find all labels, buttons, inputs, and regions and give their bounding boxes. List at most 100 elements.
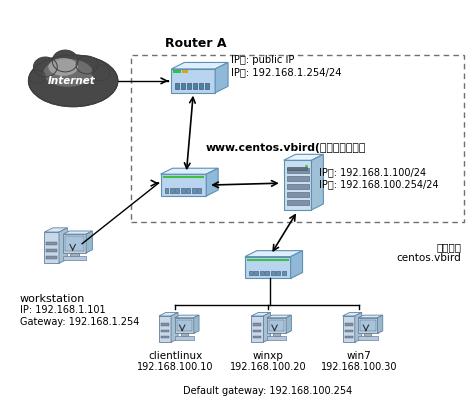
Polygon shape bbox=[159, 316, 171, 342]
Text: 192.168.100.10: 192.168.100.10 bbox=[137, 362, 214, 372]
Bar bbox=[273, 334, 280, 336]
Polygon shape bbox=[342, 312, 362, 316]
Text: IP外: public IP
IP内: 192.168.1.254/24: IP外: public IP IP内: 192.168.1.254/24 bbox=[231, 55, 342, 77]
Bar bbox=[65, 236, 84, 251]
Bar bbox=[282, 271, 285, 275]
Bar bbox=[286, 167, 306, 170]
Bar bbox=[197, 188, 201, 193]
Bar bbox=[161, 330, 169, 332]
Bar bbox=[187, 83, 191, 89]
Polygon shape bbox=[171, 63, 228, 69]
Ellipse shape bbox=[92, 65, 110, 81]
Bar bbox=[170, 188, 174, 193]
Polygon shape bbox=[159, 312, 178, 316]
Polygon shape bbox=[245, 251, 303, 257]
Bar bbox=[186, 188, 190, 193]
Bar bbox=[182, 70, 189, 73]
Bar bbox=[192, 188, 196, 193]
Ellipse shape bbox=[76, 56, 98, 74]
Bar bbox=[286, 176, 308, 181]
Text: win7: win7 bbox=[347, 351, 371, 361]
Ellipse shape bbox=[305, 165, 308, 168]
Bar bbox=[253, 323, 261, 326]
Bar bbox=[164, 188, 169, 193]
Ellipse shape bbox=[52, 50, 78, 72]
Bar bbox=[286, 168, 308, 173]
Bar bbox=[205, 83, 209, 89]
Bar bbox=[47, 242, 57, 245]
Bar bbox=[271, 271, 275, 275]
Polygon shape bbox=[358, 315, 383, 318]
Polygon shape bbox=[251, 316, 264, 342]
Bar bbox=[344, 336, 353, 338]
Bar bbox=[253, 336, 261, 338]
Polygon shape bbox=[161, 174, 206, 196]
Bar bbox=[255, 271, 258, 275]
Bar bbox=[344, 330, 353, 332]
Text: 独立区域
centos.vbird: 独立区域 centos.vbird bbox=[397, 242, 461, 263]
Bar bbox=[175, 83, 180, 89]
Ellipse shape bbox=[28, 55, 118, 107]
Text: Default gateway: 192.168.100.254: Default gateway: 192.168.100.254 bbox=[183, 386, 352, 396]
Text: winxp: winxp bbox=[252, 351, 283, 361]
Polygon shape bbox=[174, 318, 194, 334]
Ellipse shape bbox=[29, 70, 45, 84]
Bar bbox=[177, 320, 192, 332]
Bar bbox=[63, 256, 86, 260]
Polygon shape bbox=[194, 315, 199, 334]
Text: Router A: Router A bbox=[164, 36, 226, 50]
Bar bbox=[260, 271, 264, 275]
Polygon shape bbox=[355, 312, 362, 342]
Text: workstation: workstation bbox=[19, 294, 85, 304]
Polygon shape bbox=[342, 316, 355, 342]
Polygon shape bbox=[59, 228, 67, 263]
Bar bbox=[249, 271, 253, 275]
Polygon shape bbox=[291, 251, 303, 278]
Text: IP外: 192.168.1.100/24
IP内: 192.168.100.254/24: IP外: 192.168.1.100/24 IP内: 192.168.100.2… bbox=[319, 167, 439, 189]
Polygon shape bbox=[264, 312, 270, 342]
Polygon shape bbox=[171, 312, 178, 342]
Polygon shape bbox=[161, 168, 218, 174]
Polygon shape bbox=[86, 231, 92, 253]
Bar bbox=[47, 249, 57, 252]
Bar bbox=[360, 320, 376, 332]
Bar bbox=[161, 323, 169, 326]
Text: Internet: Internet bbox=[48, 76, 95, 86]
Bar bbox=[286, 184, 308, 189]
Polygon shape bbox=[171, 69, 215, 93]
Bar bbox=[181, 83, 185, 89]
Bar bbox=[200, 83, 203, 89]
Ellipse shape bbox=[48, 58, 78, 76]
Bar bbox=[180, 334, 188, 336]
Bar bbox=[276, 271, 280, 275]
Text: www.centos.vbird(本书讲的主机）: www.centos.vbird(本书讲的主机） bbox=[205, 144, 366, 153]
Bar bbox=[286, 200, 308, 205]
Bar bbox=[286, 192, 308, 197]
Polygon shape bbox=[215, 63, 228, 93]
Ellipse shape bbox=[43, 59, 93, 87]
Polygon shape bbox=[312, 154, 323, 210]
Polygon shape bbox=[245, 257, 291, 278]
Text: IP: 192.168.1.101
Gateway: 192.168.1.254: IP: 192.168.1.101 Gateway: 192.168.1.254 bbox=[19, 306, 139, 327]
Bar bbox=[175, 188, 180, 193]
Bar bbox=[253, 330, 261, 332]
Bar bbox=[266, 271, 269, 275]
Polygon shape bbox=[44, 228, 67, 232]
Bar bbox=[364, 334, 371, 336]
Polygon shape bbox=[284, 154, 323, 160]
Bar bbox=[269, 320, 284, 332]
Polygon shape bbox=[63, 231, 92, 234]
Bar bbox=[174, 336, 194, 340]
Bar bbox=[267, 336, 286, 340]
Polygon shape bbox=[174, 315, 199, 318]
Text: clientlinux: clientlinux bbox=[148, 351, 202, 361]
Polygon shape bbox=[251, 312, 270, 316]
Ellipse shape bbox=[33, 57, 57, 77]
Polygon shape bbox=[378, 315, 383, 334]
Text: 192.168.100.20: 192.168.100.20 bbox=[229, 362, 306, 372]
Bar bbox=[193, 83, 197, 89]
Text: 192.168.100.30: 192.168.100.30 bbox=[321, 362, 398, 372]
Bar bbox=[358, 336, 378, 340]
Polygon shape bbox=[267, 315, 291, 318]
Polygon shape bbox=[284, 160, 312, 210]
